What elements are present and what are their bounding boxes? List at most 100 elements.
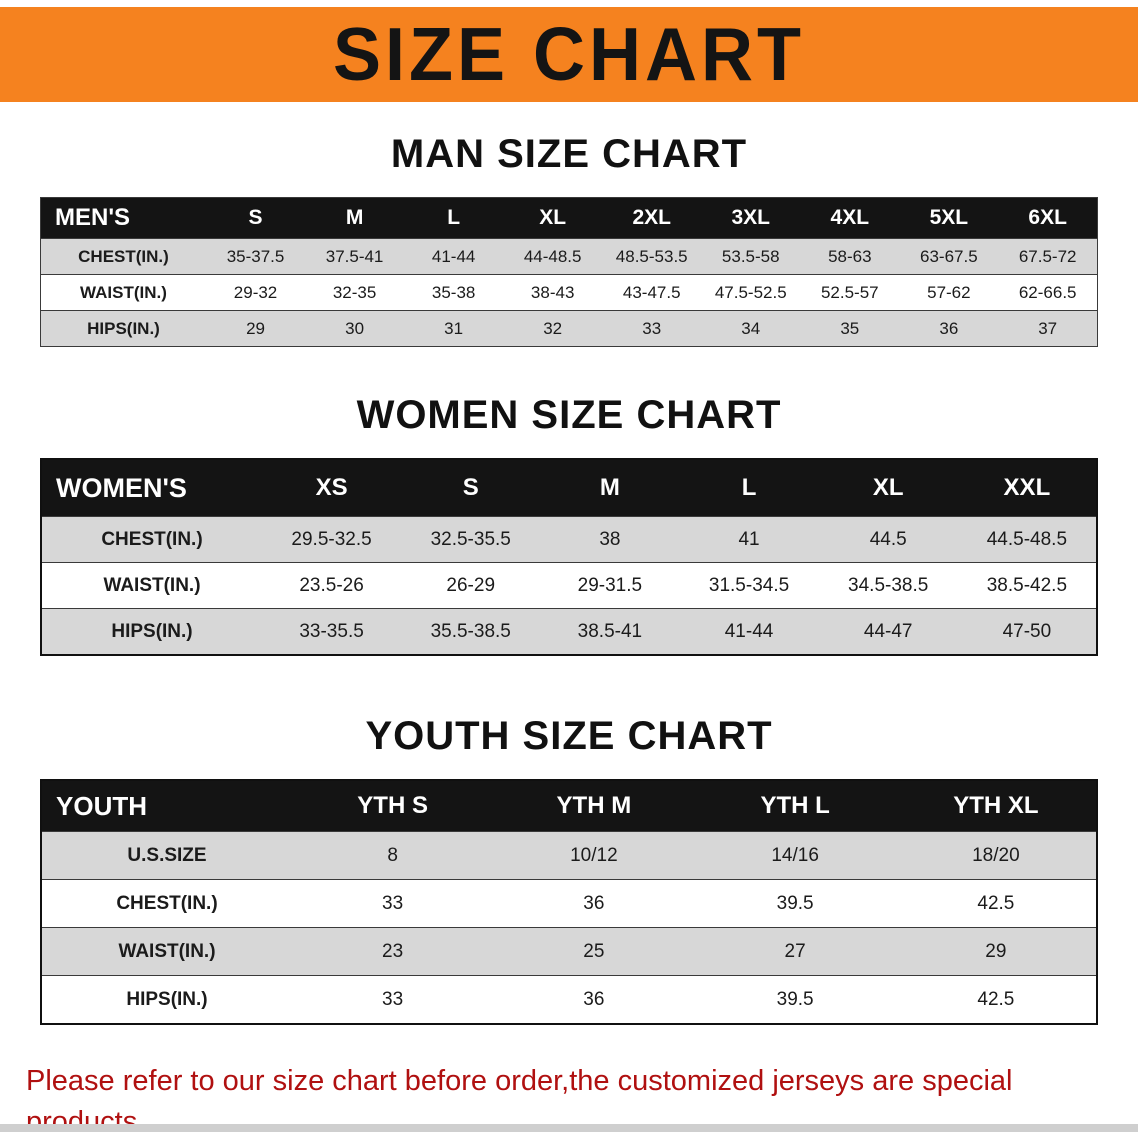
youth-table-wrap: YOUTH YTH S YTH M YTH L YTH XL U.S.SIZE 8 10/12… — [40, 779, 1098, 1025]
value-cell: 44-47 — [863, 620, 913, 642]
value-cell: 37 — [1038, 318, 1058, 338]
value-cell: 44-48.5 — [523, 246, 582, 266]
value-cell: 29 — [246, 318, 265, 338]
value-cell: 57-62 — [927, 282, 971, 302]
value-cell: 31 — [444, 318, 464, 338]
value-cell: 41 — [738, 528, 760, 550]
value-cell: 44.5 — [869, 528, 907, 550]
table-row: WAIST(IN.) 23.5-26 26-29 29-31.5 31.5-34.5 34… — [41, 562, 1097, 609]
row-label-cell: HIPS(IN.) — [126, 988, 208, 1010]
value-cell: 42.5 — [977, 892, 1015, 914]
row-label-cell: CHEST(IN.) — [78, 246, 169, 266]
row-label-cell: WAIST(IN.) — [118, 940, 216, 962]
size-header-cell: XL — [818, 459, 958, 517]
value-cell: 41-44 — [431, 246, 476, 266]
value-cell: 35-38 — [431, 282, 476, 302]
footer-note: Please refer to our size chart before or… — [0, 1061, 1138, 1132]
banner: SIZE CHART — [0, 7, 1138, 102]
value-cell: 33 — [382, 988, 404, 1010]
value-cell: 27 — [784, 940, 806, 962]
table-row: HIPS(IN.) 29 30 31 32 33 34 35 36 37 — [40, 310, 1098, 347]
section-heading-women: WOMEN SIZE CHART — [356, 393, 782, 437]
size-header-cell: 3XL — [701, 197, 801, 239]
value-cell: 62-66.5 — [1018, 282, 1077, 302]
mens-table-wrap: MEN'S S M L XL 2XL 3XL 4XL 5XL 6XL CHEST(IN.) 35-37… — [40, 197, 1098, 347]
table-row: CHEST(IN.) 33 36 39.5 42.5 — [41, 879, 1097, 928]
value-cell: 26-29 — [446, 574, 496, 596]
value-cell: 10/12 — [570, 844, 618, 866]
size-header-cell: 5XL — [899, 197, 999, 239]
value-cell: 53.5-58 — [721, 246, 780, 266]
row-label-cell: WAIST(IN.) — [80, 282, 167, 302]
table-title-cell: MEN'S — [40, 197, 206, 239]
value-cell: 29 — [985, 940, 1007, 962]
value-cell: 48.5-53.5 — [615, 246, 688, 266]
row-label-cell: HIPS(IN.) — [111, 620, 193, 642]
size-header-cell: YTH M — [493, 780, 695, 832]
size-header-cell: M — [305, 197, 405, 239]
size-header-cell: YTH L — [694, 780, 896, 832]
size-header-cell: M — [540, 459, 680, 517]
page-title: SIZE CHART — [333, 12, 805, 97]
size-header-cell: 4XL — [800, 197, 900, 239]
value-cell: 38.5-42.5 — [986, 574, 1068, 596]
row-label-cell: HIPS(IN.) — [87, 318, 160, 338]
size-header-cell: YTH XL — [895, 780, 1097, 832]
value-cell: 29-31.5 — [577, 574, 643, 596]
value-cell: 38 — [599, 528, 621, 550]
womens-table-wrap: WOMEN'S XS S M L XL XXL CHEST(IN.) 29.5-32.5 32.5… — [40, 458, 1098, 656]
value-cell: 52.5-57 — [820, 282, 879, 302]
table-row: CHEST(IN.) 29.5-32.5 32.5-35.5 38 41 44.5 44.5… — [41, 516, 1097, 563]
value-cell: 63-67.5 — [920, 246, 978, 266]
value-cell: 33 — [642, 318, 662, 338]
section-heading-men: MAN SIZE CHART — [390, 132, 748, 176]
value-cell: 25 — [583, 940, 605, 962]
bottom-edge-strip — [0, 1124, 1138, 1132]
value-cell: 32.5-35.5 — [430, 528, 511, 550]
row-label-cell: U.S.SIZE — [127, 844, 207, 866]
value-cell: 29-32 — [233, 282, 278, 302]
size-header-cell: L — [404, 197, 504, 239]
value-cell: 23 — [382, 940, 404, 962]
value-cell: 42.5 — [977, 988, 1015, 1010]
value-cell: 34.5-38.5 — [848, 574, 929, 596]
table-row: WAIST(IN.) 23 25 27 29 — [41, 927, 1097, 976]
value-cell: 31.5-34.5 — [708, 574, 790, 596]
size-header-cell: L — [679, 459, 819, 517]
table-header-row: WOMEN'S XS S M L XL XXL — [41, 459, 1097, 517]
value-cell: 43-47.5 — [622, 282, 681, 302]
table-row: HIPS(IN.) 33-35.5 35.5-38.5 38.5-41 41-44 44-… — [41, 608, 1097, 655]
value-cell: 33-35.5 — [299, 620, 364, 642]
table-row: U.S.SIZE 8 10/12 14/16 18/20 — [41, 831, 1097, 880]
value-cell: 36 — [583, 892, 605, 914]
table-header-row: YOUTH YTH S YTH M YTH L YTH XL — [41, 780, 1097, 832]
value-cell: 23.5-26 — [299, 574, 364, 596]
size-header-cell: 6XL — [998, 197, 1098, 239]
value-cell: 30 — [345, 318, 365, 338]
value-cell: 44.5-48.5 — [986, 528, 1068, 550]
value-cell: 36 — [939, 318, 959, 338]
table-row: WAIST(IN.) 29-32 32-35 35-38 38-43 43-47.5 47.… — [40, 274, 1098, 311]
value-cell: 33 — [382, 892, 404, 914]
row-label-cell: CHEST(IN.) — [116, 892, 218, 914]
value-cell: 14/16 — [771, 844, 819, 866]
value-cell: 35.5-38.5 — [430, 620, 511, 642]
value-cell: 39.5 — [776, 988, 814, 1010]
size-header-cell: XXL — [957, 459, 1097, 517]
mens-size-table: MEN'S S M L XL 2XL 3XL 4XL 5XL 6XL CHEST(IN.) 35-37… — [40, 197, 1098, 347]
table-title-cell: YOUTH — [41, 780, 292, 832]
value-cell: 47-50 — [1002, 620, 1052, 642]
youth-size-table: YOUTH YTH S YTH M YTH L YTH XL U.S.SIZE 8 10/12… — [40, 779, 1098, 1025]
value-cell: 39.5 — [776, 892, 814, 914]
table-header-row: MEN'S S M L XL 2XL 3XL 4XL 5XL 6XL — [40, 197, 1098, 239]
footer-line-1: Please refer to our size chart before or… — [26, 1065, 1013, 1132]
size-header-cell: 2XL — [602, 197, 702, 239]
table-row: CHEST(IN.) 35-37.5 37.5-41 41-44 44-48.5 48.5… — [40, 238, 1098, 275]
table-title-cell: WOMEN'S — [41, 459, 262, 517]
value-cell: 34 — [741, 318, 761, 338]
size-header-cell: S — [206, 197, 306, 239]
value-cell: 35-37.5 — [226, 246, 285, 266]
size-header-cell: XL — [503, 197, 603, 239]
row-label-cell: WAIST(IN.) — [103, 574, 201, 596]
